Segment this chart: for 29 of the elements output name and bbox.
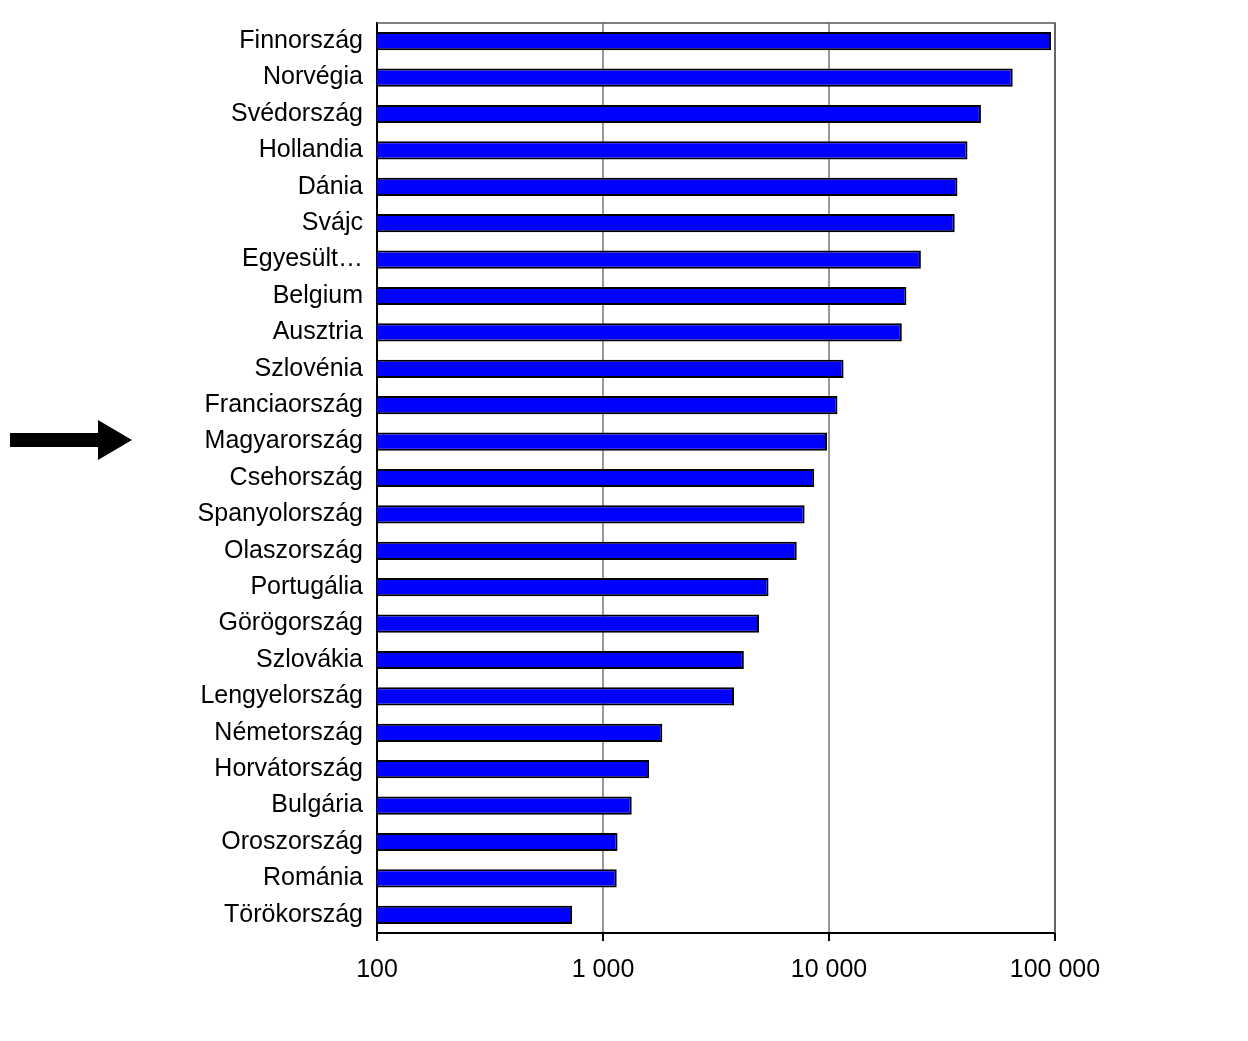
x-tick-label: 10 000: [790, 953, 868, 982]
y-tick-label: Ausztria: [272, 316, 364, 345]
y-tick-label: Norvégia: [262, 61, 364, 90]
y-tick-label: Bulgária: [271, 789, 364, 818]
y-tick-label: Oroszország: [221, 825, 363, 854]
y-tick-label: Spanyolország: [197, 498, 363, 527]
y-tick-label: Szlovákia: [256, 643, 364, 672]
x-tick-label: 100 000: [1009, 953, 1101, 982]
y-tick-label: Horvátország: [214, 753, 363, 782]
y-tick-label: Görögország: [218, 607, 363, 636]
x-tick-label: 100: [356, 953, 398, 982]
y-tick-label: Finnország: [239, 25, 363, 54]
y-tick-label: Csehország: [229, 461, 363, 490]
y-tick-label: Hollandia: [258, 134, 364, 163]
y-tick-label: Lengyelország: [200, 680, 363, 709]
y-tick-label: Szlovénia: [254, 352, 364, 381]
y-tick-label: Svájc: [301, 207, 363, 236]
y-tick-label: Románia: [262, 862, 364, 891]
y-tick-label: Magyarország: [204, 425, 363, 454]
y-tick-label: Svédország: [230, 97, 363, 126]
y-tick-label: Németország: [214, 716, 363, 745]
y-tick-label: Portugália: [250, 571, 364, 600]
y-tick-label: Olaszország: [224, 534, 363, 563]
y-tick-label: Dánia: [297, 170, 364, 199]
y-tick-label: Egyesült…: [242, 243, 363, 272]
x-tick-label: 1 000: [571, 953, 635, 982]
y-tick-label: Belgium: [272, 279, 363, 308]
y-tick-label: Franciaország: [204, 389, 363, 418]
y-tick-label: Törökország: [224, 898, 363, 927]
